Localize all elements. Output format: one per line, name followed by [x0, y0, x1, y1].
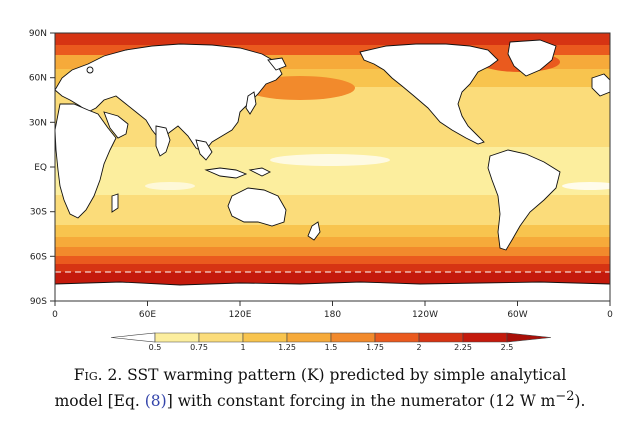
- eurasia: [55, 43, 283, 153]
- colorbar-segment: [110, 332, 156, 343]
- australia: [227, 187, 287, 227]
- colorbar-label: 2.5: [501, 343, 514, 352]
- figure-label: Fig. 2.: [73, 366, 123, 384]
- lon-tick-labels: 0 60E 120E 180 120W 60W 0: [52, 310, 613, 320]
- lon-tick-label: 0: [607, 310, 613, 320]
- colorbar-segment: [506, 332, 552, 343]
- se-asia: [195, 139, 213, 161]
- colorbar-segment: [418, 332, 464, 343]
- colorbar-segment: [198, 332, 244, 343]
- japan: [245, 91, 257, 115]
- lon-axis: [54, 301, 611, 306]
- colorbar-label: 1.25: [278, 343, 296, 352]
- figure-caption: Fig. 2. SST warming pattern (K) predicte…: [0, 365, 640, 412]
- india: [155, 125, 171, 157]
- colorbar-labels: 0.5 0.75 1 1.25 1.5 1.75 2 2.25 2.5: [149, 343, 514, 352]
- lat-tick-label: 30S: [30, 208, 47, 218]
- lat-axis: [50, 32, 55, 302]
- north-america: [359, 43, 499, 145]
- lon-tick-label: 120E: [229, 310, 252, 320]
- colorbar-label: 1: [240, 343, 245, 352]
- caption-text-1: SST warming pattern (K) predicted by sim…: [122, 366, 567, 384]
- sst-map-figure: 90N 60N 30N EQ 30S 60S 90S 0 60E 120E 18…: [29, 29, 613, 352]
- lon-tick-label: 120W: [412, 310, 438, 320]
- lat-tick-label: EQ: [34, 163, 47, 173]
- lon-tick-label: 180: [324, 310, 341, 320]
- colorbar-label: 0.75: [190, 343, 208, 352]
- colorbar-label: 2: [416, 343, 421, 352]
- lat-tick-label: 90N: [29, 29, 47, 39]
- caption-text-2a: model [Eq.: [54, 392, 145, 411]
- lat-tick-label: 60N: [29, 74, 47, 84]
- colorbar-label: 1.75: [366, 343, 384, 352]
- antarctica: [55, 281, 610, 301]
- lat-tick-labels: 90N 60N 30N EQ 30S 60S 90S: [29, 29, 47, 307]
- arabia: [103, 111, 129, 139]
- colorbar-segment: [462, 332, 508, 343]
- land-masses: [55, 39, 610, 301]
- caption-line-1: Fig. 2. SST warming pattern (K) predicte…: [0, 365, 640, 386]
- lat-tick-label: 60S: [30, 252, 47, 262]
- lon-tick-label: 60E: [139, 310, 156, 320]
- colorbar-segment: [286, 332, 332, 343]
- lon-tick-label: 0: [52, 310, 58, 320]
- sst-field: [55, 33, 610, 301]
- colorbar-segment: [242, 332, 288, 343]
- south-america: [487, 149, 561, 251]
- equation-link[interactable]: (8): [144, 392, 167, 411]
- lat-tick-label: 30N: [29, 118, 47, 128]
- colorbar-label: 1.5: [325, 343, 338, 352]
- colorbar-segment: [374, 332, 420, 343]
- lon-tick-label: 60W: [507, 310, 527, 320]
- caption-text-2c: ).: [574, 392, 586, 411]
- colorbar-segment: [330, 332, 376, 343]
- colorbar: [110, 332, 552, 343]
- greenland: [507, 39, 557, 77]
- colorbar-label: 2.25: [454, 343, 472, 352]
- caption-text-2b: ] with constant forcing in the numerator…: [166, 392, 556, 411]
- indonesia: [204, 167, 248, 179]
- unit-exponent: −2: [555, 389, 575, 404]
- africa: [55, 103, 117, 219]
- caption-line-2: model [Eq. (8)] with constant forcing in…: [0, 386, 640, 412]
- colorbar-label: 0.5: [149, 343, 162, 352]
- colorbar-segment: [154, 332, 200, 343]
- lat-tick-label: 90S: [30, 297, 47, 307]
